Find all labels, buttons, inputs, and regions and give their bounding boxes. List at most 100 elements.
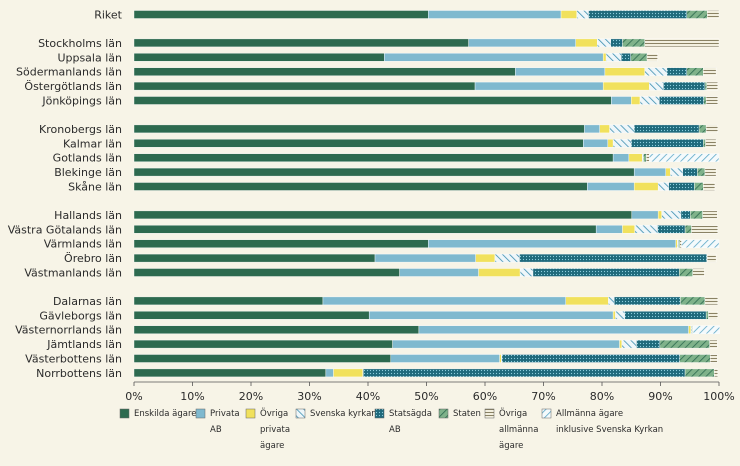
category-label: Skåne län	[68, 181, 122, 194]
bar-segment	[661, 210, 682, 220]
bar-segment	[705, 124, 719, 134]
bar-segment	[418, 325, 689, 334]
bar-segment	[636, 339, 661, 349]
bar-segment	[604, 67, 645, 76]
bar-segment	[602, 53, 607, 62]
category-label: Blekinge län	[54, 166, 122, 179]
category-label: Kalmar län	[63, 137, 122, 150]
legend-label: Övriga allmänna ägare	[499, 408, 538, 451]
legend-label: Privata AB	[210, 409, 240, 435]
bar-segment	[560, 10, 578, 19]
legend-swatch	[374, 408, 385, 419]
bar-segment	[468, 38, 576, 48]
bar-segment	[588, 10, 688, 19]
bar-segment	[608, 296, 615, 306]
bar-segment	[666, 67, 688, 76]
bar-segment	[681, 239, 720, 248]
legend-label: Svenska kyrkan	[310, 409, 377, 419]
category-label: Norrbottens län	[36, 367, 122, 380]
category-label: Västra Götalands län	[8, 223, 122, 236]
category-label: Västernorrlands län	[15, 324, 122, 337]
legend-swatch	[119, 408, 130, 419]
bar-segment	[703, 67, 717, 76]
bar-segment	[710, 354, 718, 363]
bar-segment	[631, 139, 704, 148]
bar-segment	[631, 96, 641, 105]
bar-segment	[686, 67, 704, 76]
category-label: Västmanlands län	[24, 267, 122, 280]
category-label: Västerbottens län	[25, 353, 122, 366]
x-tick-label: 30%	[297, 390, 321, 403]
legend-swatch	[438, 408, 449, 419]
category-label: Gävleborgs län	[39, 309, 122, 322]
bar-segment	[610, 38, 623, 48]
bar-segment	[475, 253, 496, 263]
legend-swatch	[245, 408, 256, 419]
bar-segment	[133, 96, 612, 105]
bar-segment	[703, 96, 707, 105]
x-tick-label: 60%	[473, 390, 497, 403]
bar-segment	[325, 368, 334, 378]
bar-segment	[684, 225, 692, 234]
bar-segment	[384, 53, 604, 62]
bar-segment	[133, 253, 376, 263]
bar-segment	[501, 354, 680, 363]
bar-segment	[614, 296, 681, 306]
x-tick-label: 90%	[648, 390, 672, 403]
bar-segment	[690, 210, 703, 220]
bar-segment	[478, 268, 521, 277]
bar-segment	[704, 167, 717, 177]
bar-segment	[634, 225, 658, 234]
bar-segment	[133, 124, 585, 134]
x-tick-label: 70%	[531, 390, 555, 403]
bar-segment	[597, 38, 611, 48]
bar-segment	[133, 325, 420, 334]
bar-segment	[707, 10, 720, 19]
bar-segment	[704, 81, 707, 91]
bar-segment	[621, 339, 637, 349]
bar-segment	[133, 153, 614, 162]
bar-segment	[612, 311, 616, 320]
bar-segment	[532, 268, 680, 277]
x-tick-label: 80%	[590, 390, 614, 403]
bar-segment	[133, 354, 392, 363]
legend-item: Staten	[438, 408, 481, 419]
bar-segment	[631, 210, 659, 220]
bar-segment	[133, 139, 584, 148]
legend-swatch	[541, 408, 552, 419]
bar-segment	[584, 124, 600, 134]
legend-label: Statsägda AB	[389, 409, 432, 435]
bar-segment	[474, 81, 604, 91]
bar-segment	[657, 182, 669, 191]
bar-segment	[706, 81, 719, 91]
bar-segment	[612, 153, 630, 162]
bar-segment	[333, 368, 363, 378]
bar-segment	[657, 210, 662, 220]
bar-segment	[633, 182, 659, 191]
bar-segment	[519, 268, 534, 277]
bar-segment	[703, 139, 706, 148]
legend-item: Allmänna ägare inklusive Svenska Kyrkan	[541, 408, 663, 435]
bar-segment	[399, 268, 479, 277]
bar-segment	[133, 225, 597, 234]
legend-item: Enskilda ägare	[119, 408, 197, 419]
category-label: Gotlands län	[53, 152, 122, 165]
bar-segment	[133, 67, 516, 76]
bar-segment	[428, 10, 562, 19]
bar-segment	[619, 339, 623, 349]
bar-segment	[428, 239, 676, 248]
bar-segment	[363, 368, 686, 378]
bar-segment	[611, 96, 632, 105]
bar-segment	[390, 354, 500, 363]
x-tick-label: 0%	[125, 390, 142, 403]
category-label: Jämtlands län	[46, 338, 122, 351]
bar-segment	[680, 210, 691, 220]
bar-segment	[368, 311, 614, 320]
bar-segment	[133, 10, 429, 19]
bar-segment	[133, 339, 393, 349]
bar-segment	[599, 124, 610, 134]
bar-segment	[649, 153, 720, 162]
bar-segment	[686, 10, 708, 19]
x-tick-label: 50%	[414, 390, 438, 403]
